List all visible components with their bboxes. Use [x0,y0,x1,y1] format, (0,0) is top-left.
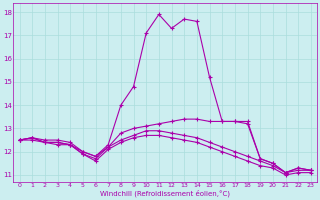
X-axis label: Windchill (Refroidissement éolien,°C): Windchill (Refroidissement éolien,°C) [100,190,230,197]
